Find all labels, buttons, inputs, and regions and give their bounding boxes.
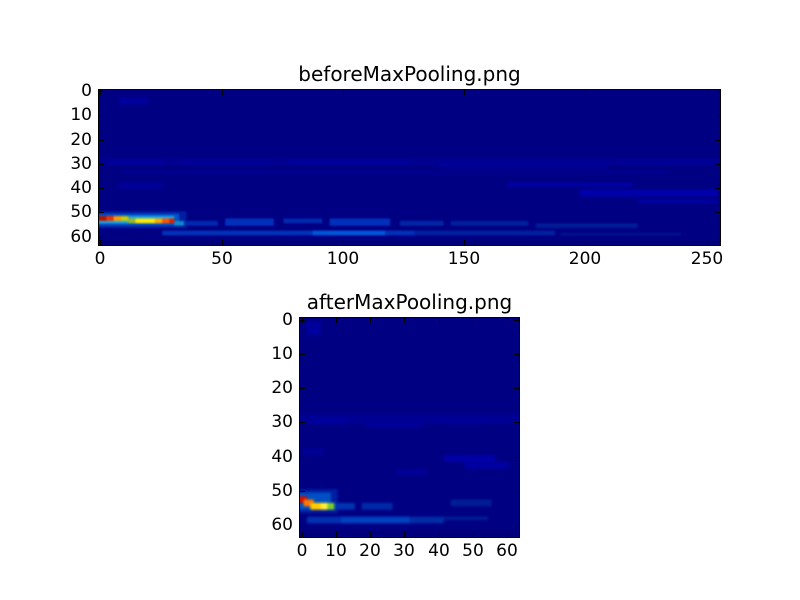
y-tick-mark <box>514 457 519 458</box>
y-tick-mark <box>99 237 104 238</box>
x-tick-mark <box>222 90 223 95</box>
x-tick-mark <box>404 318 405 323</box>
x-tick-label: 200 <box>568 249 602 269</box>
y-tick-mark <box>715 115 720 116</box>
y-tick-label: 40 <box>70 178 92 198</box>
subplot-before-maxpooling: beforeMaxPooling.png 0 50 100 150 200 250 0 10 2… <box>70 63 723 269</box>
y-tick-mark <box>715 140 720 141</box>
y-tick-mark <box>300 491 305 492</box>
x-tick-mark <box>464 240 465 245</box>
y-tick-mark <box>514 525 519 526</box>
y-tick-mark <box>300 525 305 526</box>
x-tick-mark <box>370 532 371 537</box>
x-tick-mark <box>404 532 405 537</box>
x-tick-label: 60 <box>496 541 518 561</box>
subplot-title: afterMaxPooling.png <box>306 290 513 314</box>
x-tick-mark <box>336 532 337 537</box>
y-tick-label: 10 <box>271 344 293 364</box>
y-tick-label: 0 <box>282 310 293 330</box>
y-tick-label: 60 <box>70 227 92 247</box>
x-tick-mark <box>473 318 474 323</box>
x-tick-mark <box>222 240 223 245</box>
y-tick-mark <box>715 91 720 92</box>
x-tick-mark <box>439 532 440 537</box>
y-tick-label: 60 <box>271 515 293 535</box>
x-tick-mark <box>464 90 465 95</box>
y-tick-label: 50 <box>271 481 293 501</box>
x-tick-mark <box>302 532 303 537</box>
y-tick-mark <box>715 237 720 238</box>
y-tick-mark <box>514 320 519 321</box>
y-tick-label: 30 <box>271 412 293 432</box>
x-tick-label: 0 <box>296 541 308 561</box>
y-tick-mark <box>99 115 104 116</box>
x-tick-mark <box>100 240 101 245</box>
after-heatmap-image <box>300 318 519 537</box>
y-tick-mark <box>715 188 720 189</box>
x-tick-mark <box>336 318 337 323</box>
subplot-after-maxpooling: afterMaxPooling.png 0 10 20 30 40 50 60 0 10 20 30… <box>271 291 520 561</box>
y-tick-mark <box>99 164 104 165</box>
subplot-title: beforeMaxPooling.png <box>298 62 521 86</box>
x-tick-label: 10 <box>325 541 347 561</box>
y-tick-label: 30 <box>70 154 92 174</box>
x-tick-mark <box>707 90 708 95</box>
x-tick-label: 150 <box>447 249 481 269</box>
x-tick-mark <box>473 532 474 537</box>
x-tick-mark <box>507 318 508 323</box>
x-tick-label: 100 <box>326 249 360 269</box>
x-tick-mark <box>343 90 344 95</box>
x-tick-mark <box>439 318 440 323</box>
x-tick-label: 20 <box>359 541 381 561</box>
x-tick-mark <box>343 240 344 245</box>
x-tick-mark <box>585 90 586 95</box>
y-tick-label: 20 <box>271 378 293 398</box>
x-tick-label: 30 <box>393 541 415 561</box>
y-tick-mark <box>715 212 720 213</box>
x-tick-label: 40 <box>428 541 450 561</box>
y-tick-mark <box>514 388 519 389</box>
y-tick-mark <box>514 422 519 423</box>
y-tick-mark <box>715 164 720 165</box>
y-tick-label: 20 <box>70 130 92 150</box>
y-tick-mark <box>99 188 104 189</box>
x-tick-mark <box>370 318 371 323</box>
x-tick-mark <box>585 240 586 245</box>
x-tick-label: 50 <box>211 249 233 269</box>
y-tick-mark <box>99 212 104 213</box>
y-tick-mark <box>300 422 305 423</box>
y-tick-mark <box>300 354 305 355</box>
x-tick-label: 250 <box>690 249 724 269</box>
y-tick-mark <box>300 320 305 321</box>
x-tick-mark <box>707 240 708 245</box>
y-tick-label: 50 <box>70 202 92 222</box>
y-tick-mark <box>514 491 519 492</box>
y-tick-label: 0 <box>81 81 92 101</box>
y-tick-label: 10 <box>70 105 92 125</box>
x-tick-label: 0 <box>94 249 106 269</box>
y-tick-mark <box>99 140 104 141</box>
y-tick-mark <box>300 388 305 389</box>
y-tick-mark <box>514 354 519 355</box>
y-tick-mark <box>99 91 104 92</box>
x-tick-mark <box>100 90 101 95</box>
y-tick-mark <box>300 457 305 458</box>
x-tick-label: 50 <box>462 541 484 561</box>
x-tick-mark <box>507 532 508 537</box>
y-tick-label: 40 <box>271 447 293 467</box>
before-heatmap-image <box>99 90 720 245</box>
